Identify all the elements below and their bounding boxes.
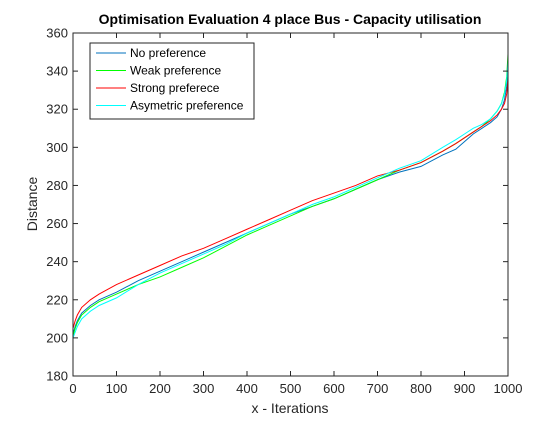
y-tick-label: 220 — [46, 292, 68, 307]
legend-box — [89, 42, 255, 120]
series-line-3 — [72, 78, 509, 329]
y-tick-label: 320 — [46, 102, 68, 117]
chart-title: Optimisation Evaluation 4 place Bus - Ca… — [99, 11, 482, 27]
y-tick-label: 180 — [46, 369, 68, 384]
y-tick-label: 280 — [46, 178, 68, 193]
y-tick-label: 340 — [46, 64, 68, 79]
x-tick-label: 1000 — [494, 381, 523, 396]
y-tick-label: 240 — [46, 254, 68, 269]
y-tick-label: 260 — [46, 216, 68, 231]
plot-frame — [72, 32, 509, 377]
y-axis-label: Distance — [24, 177, 40, 232]
legend-entry-label: Asymetric preference — [130, 99, 244, 113]
y-tick-label: 300 — [46, 140, 68, 155]
x-tick-label: 900 — [454, 381, 476, 396]
series-line-4 — [72, 61, 509, 339]
x-tick-label: 800 — [410, 381, 432, 396]
x-tick-label: 400 — [236, 381, 258, 396]
legend: No preference Weak preference Strong prefe… — [89, 42, 255, 120]
legend-entry-label: Strong preferece — [130, 81, 220, 95]
legend-entry-label: No preference — [130, 46, 206, 60]
legend-entry-label: Weak preference — [130, 64, 221, 78]
x-tick-label: 700 — [367, 381, 389, 396]
x-tick-label: 100 — [106, 381, 128, 396]
x-tick-label: 200 — [149, 381, 171, 396]
x-tick-label: 0 — [69, 381, 76, 396]
x-tick-label: 600 — [323, 381, 345, 396]
y-tick-label: 200 — [46, 330, 68, 345]
series-group — [72, 53, 509, 339]
ticks-group: 0 100 200 300 400 500 600 700 800 900 1000 180 200 22… — [46, 26, 522, 397]
y-tick-label: 360 — [46, 26, 68, 41]
x-tick-label: 500 — [280, 381, 302, 396]
x-tick-label: 300 — [193, 381, 215, 396]
x-axis-label: x - Iterations — [251, 400, 328, 416]
